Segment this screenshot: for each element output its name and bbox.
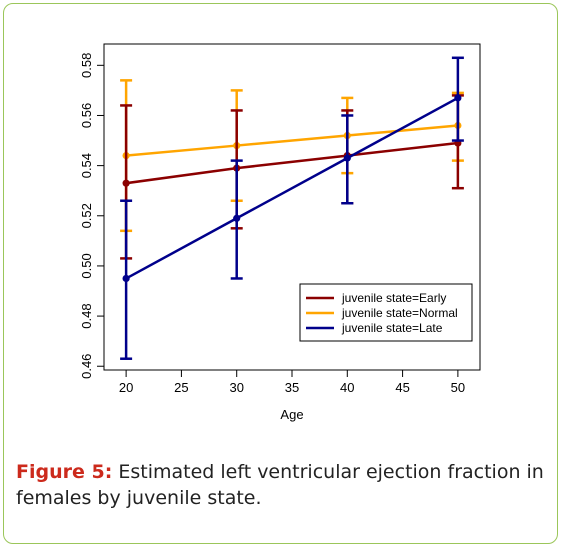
y-tick-label: 0.56: [79, 103, 94, 128]
figure-frame: [3, 3, 558, 544]
legend-label: juvenile state=Normal: [341, 306, 458, 320]
legend-label: juvenile state=Late: [341, 321, 443, 335]
y-tick-label: 0.48: [79, 303, 94, 328]
x-tick-label: 25: [174, 380, 188, 395]
x-tick-label: 40: [340, 380, 354, 395]
series-line: [125, 141, 459, 185]
series-layer: [120, 56, 464, 360]
y-tick-label: 0.46: [79, 354, 94, 379]
y-tick-label: 0.50: [79, 253, 94, 278]
x-axis-label: Age: [280, 407, 303, 422]
x-tick-label: 35: [285, 380, 299, 395]
x-tick-label: 20: [119, 380, 133, 395]
y-tick-label: 0.54: [79, 153, 94, 178]
chart: 20 25 30 35 40 45 50 0.46 0.48 0.50 0.52 0.54 0.56 0.…: [79, 43, 481, 422]
figure-caption: Figure 5: Estimated left ventricular eje…: [16, 459, 546, 511]
data-point: [233, 214, 241, 222]
caption-label: Figure 5:: [16, 461, 113, 483]
data-point: [343, 154, 351, 162]
series-group: [120, 56, 464, 360]
axes: 20 25 30 35 40 45 50 0.46 0.48 0.50 0.52 0.54 0.56 0.…: [79, 53, 465, 395]
x-tick-label: 30: [229, 380, 243, 395]
x-tick-label: 50: [451, 380, 465, 395]
data-point: [122, 274, 130, 283]
data-point: [454, 94, 462, 102]
series-group: [120, 79, 464, 233]
series-line: [126, 124, 458, 157]
x-tick-label: 45: [395, 380, 409, 395]
data-point: [122, 179, 130, 187]
series-line: [125, 96, 459, 280]
legend-label: juvenile state=Early: [341, 291, 446, 305]
series-group: [120, 94, 464, 260]
caption-text: Estimated left ventricular ejection frac…: [16, 461, 544, 509]
y-tick-label: 0.52: [79, 203, 94, 228]
y-tick-label: 0.58: [79, 53, 94, 78]
